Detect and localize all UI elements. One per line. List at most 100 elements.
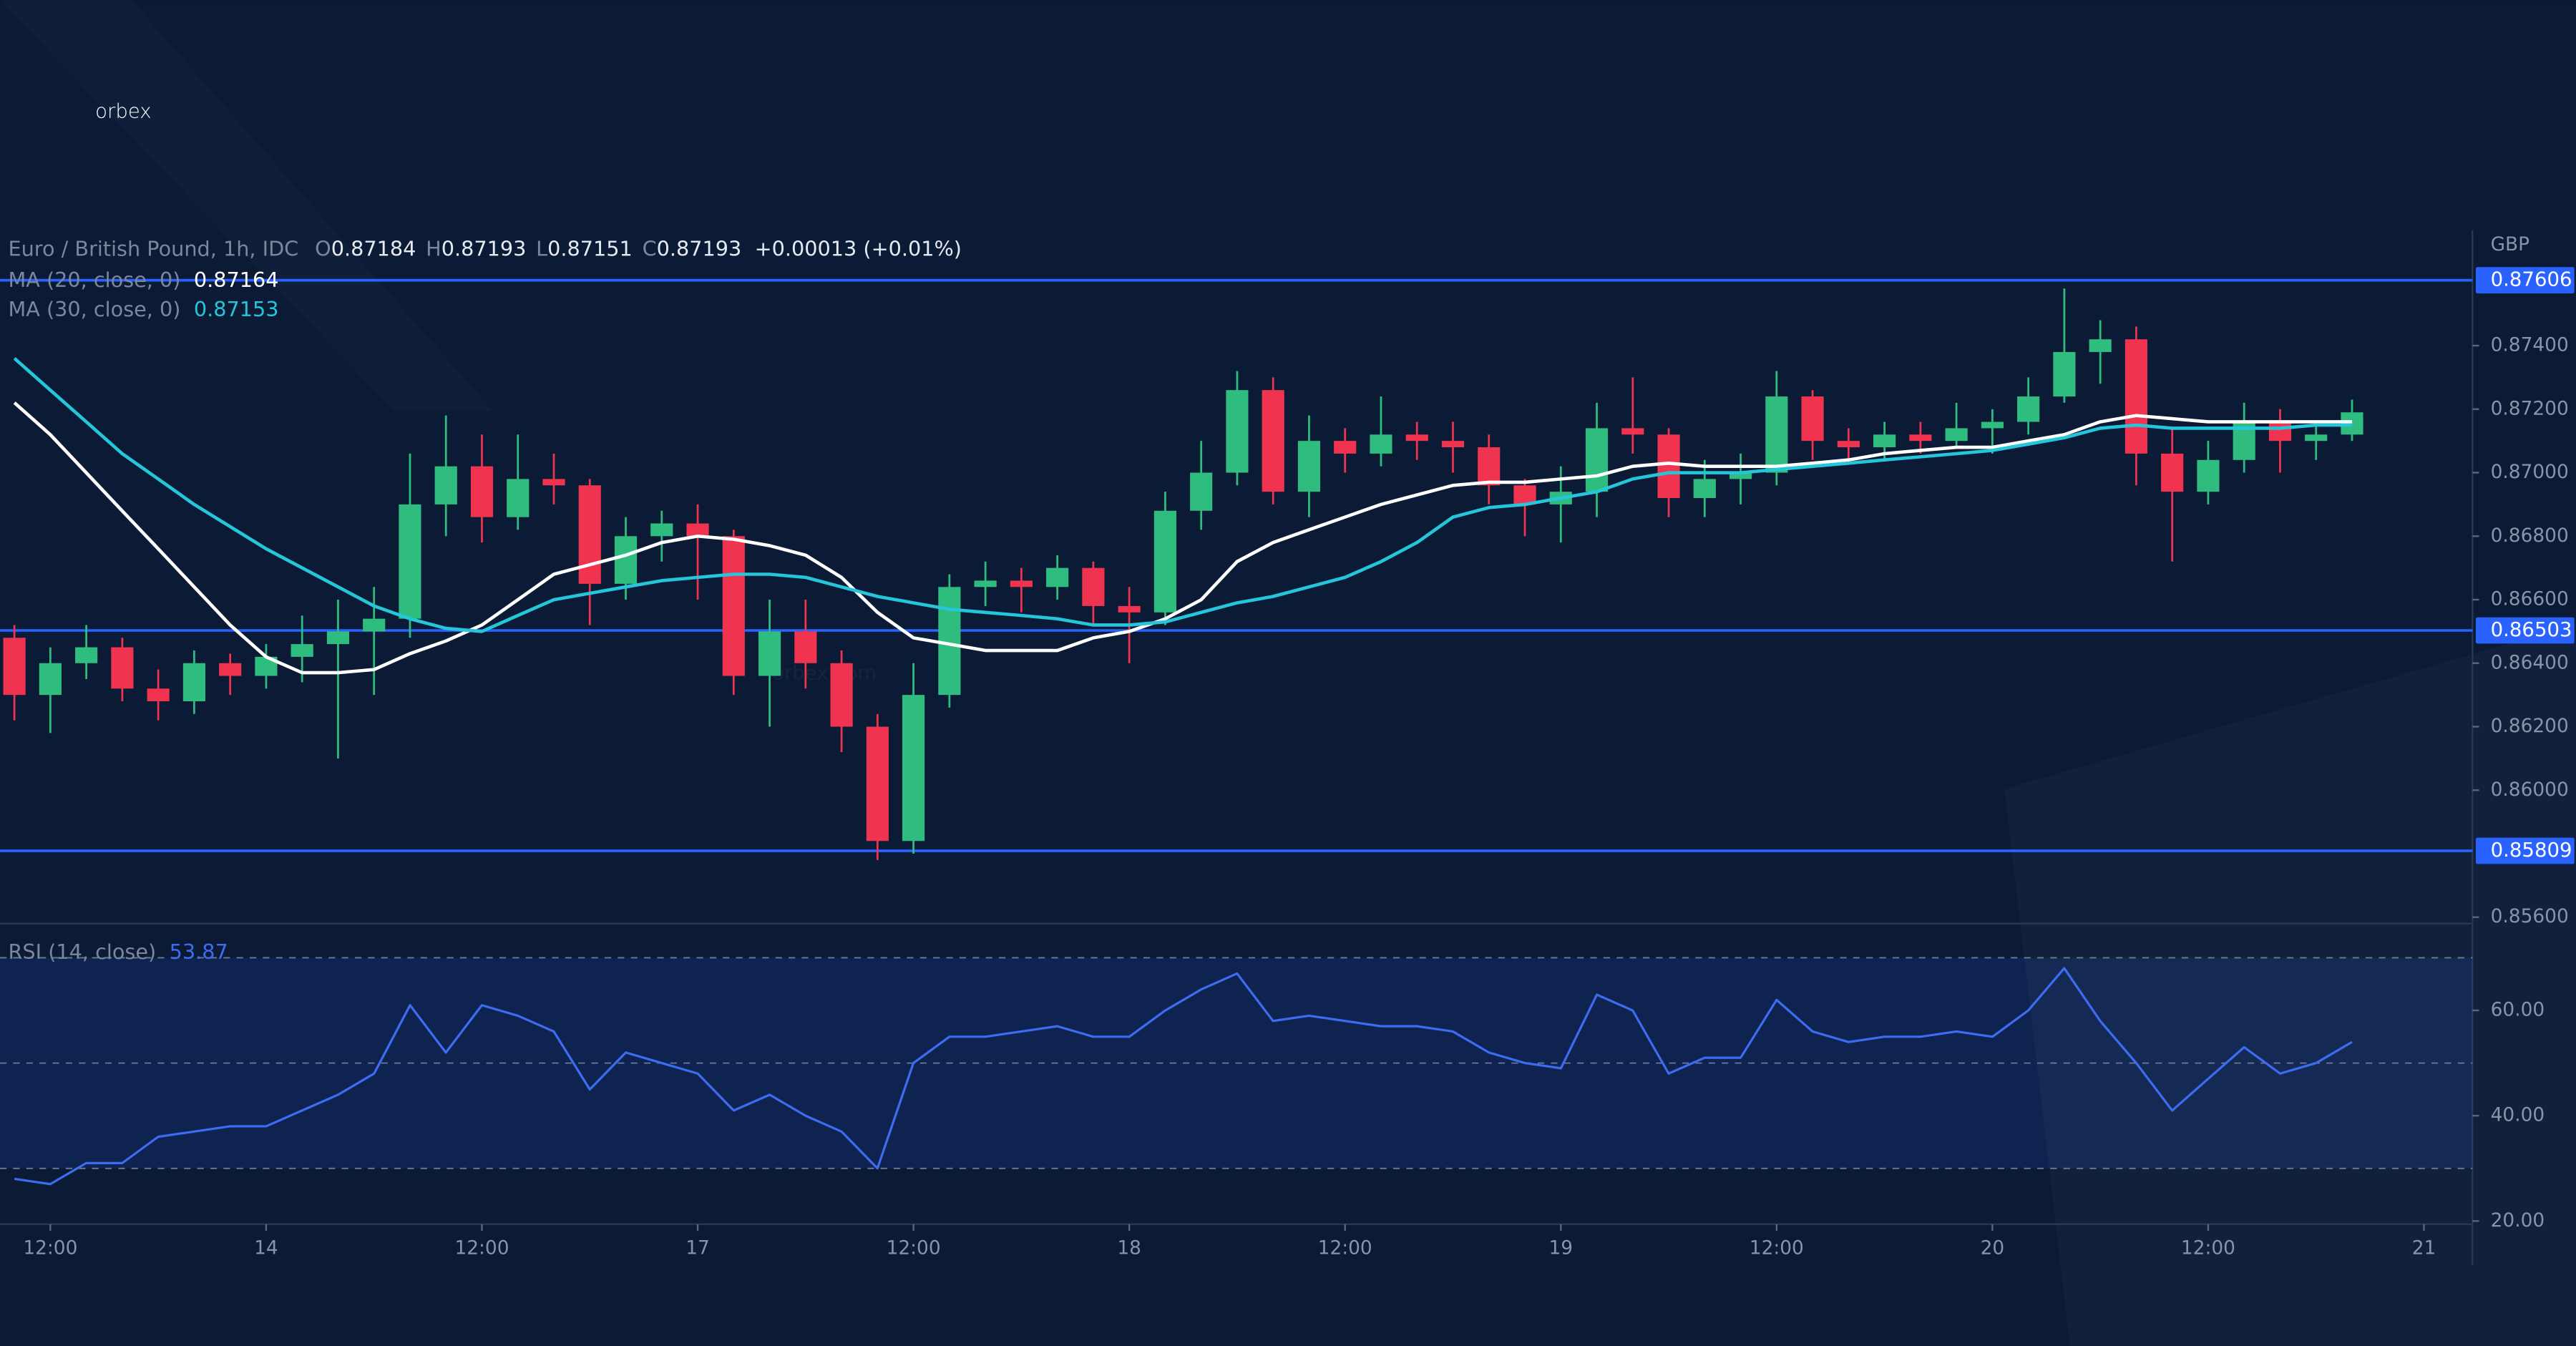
x-tick-label: 12:00: [1318, 1237, 1372, 1259]
level-label-bg: [2475, 267, 2575, 293]
candle-body: [2305, 434, 2328, 442]
ohlc-label: C: [643, 236, 657, 260]
candle-body: [2161, 453, 2184, 492]
candle-body: [1621, 428, 1644, 435]
change: +0.00013 (+0.01%): [755, 236, 962, 260]
candle-body: [1765, 396, 1788, 473]
candle-body: [111, 647, 134, 689]
ohlc-label: L: [536, 236, 547, 260]
candle-body: [1693, 479, 1716, 499]
candle-body: [1981, 421, 2004, 429]
x-tick-label: 12:00: [887, 1237, 941, 1259]
candle-body: [1226, 390, 1249, 473]
level-label: 0.87606: [2491, 268, 2572, 291]
rsi-line: [14, 967, 2353, 1186]
candle-body: [147, 688, 170, 702]
candle-body: [1513, 485, 1536, 504]
legend: RSI (14, close) 53.87: [8, 940, 228, 964]
y-tick-label: 20.00: [2491, 1209, 2545, 1232]
candle-body: [1909, 434, 1932, 442]
candle-body: [326, 631, 350, 645]
ma-line: [13, 357, 2353, 633]
x-tick-label: 12:00: [2181, 1237, 2235, 1259]
y-tick-label: 60.00: [2491, 999, 2545, 1021]
candle-body: [2197, 459, 2220, 492]
candle-body: [794, 631, 817, 663]
y-tick-label: 0.87400: [2491, 334, 2569, 356]
candle-body: [399, 504, 421, 619]
ohlc-label: O: [315, 236, 331, 260]
x-tick-label: 12:00: [23, 1237, 77, 1259]
plot: 0.87400 0.87200 0.87000 0.86800 0.86600 0.864…: [0, 230, 2575, 1266]
logo: orbex: [95, 99, 151, 122]
symbol: Euro / British Pound, 1h, IDC: [8, 236, 298, 260]
candle-body: [1190, 472, 1213, 511]
candle-body: [2124, 339, 2148, 454]
candle-body: [1082, 567, 1105, 606]
candle-body: [2053, 351, 2076, 397]
candle-body: [1945, 428, 1968, 442]
ohlc-value: 0.87151: [547, 236, 633, 260]
ohlc-value: 0.87193: [441, 236, 527, 260]
candle-body: [2017, 396, 2040, 422]
candle-body: [219, 663, 242, 676]
ohlc-value: 0.87193: [657, 236, 742, 260]
candle-body: [758, 631, 781, 676]
candle-body: [1729, 472, 1752, 479]
x-tick-label: 18: [1117, 1237, 1141, 1259]
x-tick-label: 17: [686, 1237, 710, 1259]
candle-body: [1873, 434, 1896, 448]
candle-body: [39, 663, 62, 696]
candle-body: [1046, 567, 1069, 587]
y-tick-label: 0.86800: [2491, 525, 2569, 547]
y-tick-label: 0.85600: [2491, 905, 2569, 927]
candle-body: [1801, 396, 1824, 442]
candle-body: [1837, 441, 1860, 448]
ohlc-label: H: [426, 236, 441, 260]
candle-body: [470, 466, 494, 517]
level-label: 0.86503: [2491, 618, 2572, 641]
candle-body: [2089, 339, 2112, 352]
candle-body: [686, 523, 709, 537]
y-tick-label: 0.86400: [2491, 651, 2569, 673]
ma-name: MA (30, close, 0): [8, 297, 180, 321]
candle-body: [1297, 441, 1321, 492]
rsi-name: RSI (14, close): [8, 940, 156, 964]
candle-body: [3, 638, 26, 696]
candle-body: [1478, 447, 1501, 486]
candle-body: [1334, 441, 1357, 454]
ma-name: MA (20, close, 0): [8, 268, 180, 292]
candle-body: [650, 523, 673, 537]
candle-body: [1153, 510, 1176, 613]
candle-body: [1010, 580, 1033, 587]
y-tick-label: 0.87000: [2491, 461, 2569, 483]
y-tick-label: 0.87200: [2491, 397, 2569, 419]
x-tick-label: 20: [1981, 1237, 2005, 1259]
candle-body: [578, 485, 601, 584]
y-tick-label: 0.86000: [2491, 779, 2569, 801]
legend: Euro / British Pound, 1h, IDC O0.87184 H0.…: [8, 236, 961, 260]
candle-body: [434, 466, 457, 504]
ma-line: [13, 401, 2353, 675]
level-label-bg: [2475, 617, 2575, 644]
x-tick-label: 12:00: [454, 1237, 509, 1259]
candle-body: [182, 663, 205, 702]
candle-body: [1370, 434, 1392, 454]
rsi-value: 53.87: [170, 940, 228, 964]
candle-body: [938, 587, 961, 696]
candle-body: [902, 695, 925, 842]
legend: MA (30, close, 0) 0.87153: [8, 297, 278, 321]
x-tick-label: 19: [1548, 1237, 1573, 1259]
currency: GBP: [2491, 233, 2530, 255]
x-tick-label: 14: [254, 1237, 278, 1259]
candle-body: [291, 644, 313, 657]
ma-value: 0.87164: [194, 268, 279, 292]
candle-body: [1405, 434, 1428, 442]
level-label: 0.85809: [2491, 839, 2572, 862]
ma-value: 0.87153: [194, 297, 279, 321]
candle-body: [2268, 421, 2292, 442]
candle-body: [363, 618, 386, 632]
candle-body: [1657, 434, 1680, 499]
candle-body: [614, 536, 638, 584]
